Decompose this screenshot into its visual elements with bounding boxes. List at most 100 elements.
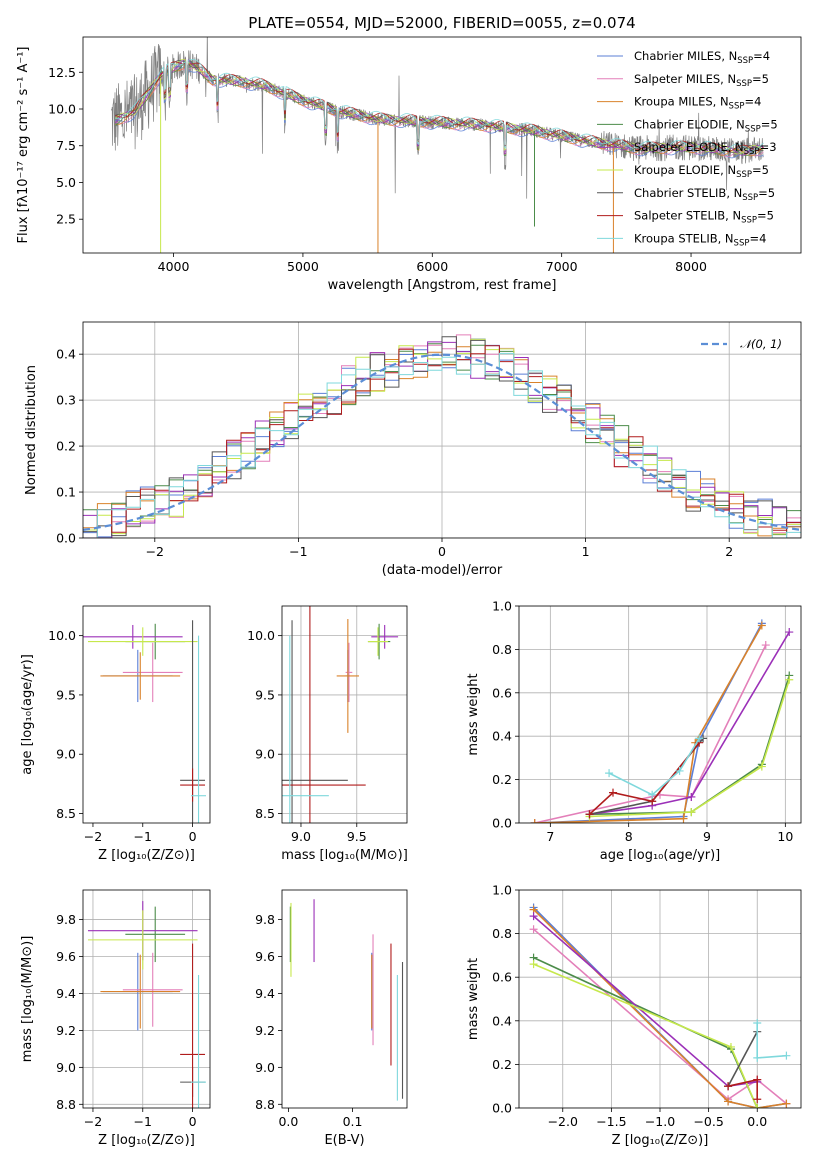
marker-kroupa-stelib: [753, 1018, 762, 1027]
x-axis-label: mass [log₁₀(M/M⊙)]: [281, 848, 408, 863]
legend-entry-name: Kroupa STELIB, N: [634, 231, 734, 245]
y-tick-label: 0.1: [56, 485, 76, 500]
panel-4: 9.0 9.5 8.5 9.0 9.5 10.0 mass [log₁₀(M/M⊙)]: [247, 605, 408, 863]
marker-kroupa-stelib: [695, 734, 704, 743]
legend-entry-name: Kroupa MILES, N: [634, 95, 729, 109]
x-tick-label: 0.0: [747, 1114, 767, 1129]
marker-salpeter-stelib: [609, 788, 617, 797]
legend-entry-count: =5: [752, 163, 769, 177]
y-tick-label: 0.4: [56, 347, 76, 362]
legend-entry-salpeter-elodie: Salpeter ELODIE, NSSP=3: [634, 140, 777, 157]
y-tick-label: 2.5: [56, 212, 76, 227]
y-tick-label: 1.0: [492, 883, 512, 898]
legend-entry-name: Salpeter MILES, N: [634, 72, 736, 86]
marker-salpeter-stelib: [753, 1095, 762, 1104]
y-tick-label: 10.0: [247, 628, 275, 643]
x-tick-label: 9: [703, 829, 711, 844]
y-tick-label: 9.8: [255, 912, 275, 927]
legend-entry-name: Chabrier MILES, N: [634, 49, 737, 63]
series-salpeter-stelib: [588, 742, 700, 815]
legend-entry-subscript: SSP: [737, 56, 753, 66]
series-salpeter-miles: [534, 644, 767, 823]
histogram-chabrier-stelib: [83, 336, 801, 538]
axes-frame: [82, 321, 802, 539]
y-tick-label: 8.5: [255, 806, 275, 821]
legend-entry-name: Chabrier STELIB, N: [634, 186, 742, 200]
legend-entry-subscript: SSP: [734, 238, 750, 248]
legend-entry-kroupa-miles: Kroupa MILES, NSSP=4: [634, 95, 761, 112]
marker-kroupa-elodie: [785, 675, 794, 684]
y-tick-label: 0.2: [492, 772, 512, 787]
legend-entry-count: =5: [757, 209, 774, 223]
model-spectrum-salpeter-stelib: [115, 61, 764, 152]
series-kroupa-elodie: [533, 963, 758, 1108]
series-salpeter-miles: [533, 928, 787, 1105]
y-tick-label: 0.6: [492, 970, 512, 985]
model-spectrum-kroupa-stelib: [115, 59, 764, 151]
axes-frame: [281, 605, 408, 824]
x-tick-label: 8: [625, 829, 633, 844]
x-tick-label: 0: [189, 829, 197, 844]
y-tick-label: 8.5: [56, 806, 76, 821]
chart-title: PLATE=0554, MJD=52000, FIBERID=0055, z=0…: [248, 14, 635, 32]
y-tick-label: 9.0: [255, 1060, 275, 1075]
y-tick-label: 0.6: [492, 685, 512, 700]
y-tick-label: 8.8: [255, 1097, 275, 1112]
marker-salpeter-elodie: [785, 628, 794, 637]
y-tick-label: 9.5: [56, 687, 76, 702]
x-tick-label: −1.0: [645, 1114, 675, 1129]
y-axis-label: mass [log₁₀(M/M⊙)]: [20, 936, 35, 1063]
marker-salpeter-stelib: [585, 810, 594, 819]
x-tick-label: 0.1: [343, 1114, 363, 1129]
legend-entry-salpeter-miles: Salpeter MILES, NSSP=5: [634, 72, 769, 89]
y-axis-label: Normed distribution: [24, 365, 39, 495]
legend-entry-count: =5: [752, 72, 769, 86]
legend-entry-subscript: SSP: [745, 124, 761, 134]
plot-area: [519, 606, 801, 823]
x-tick-label: 9.0: [291, 829, 311, 844]
x-tick-label: −1.5: [596, 1114, 626, 1129]
legend-entry-subscript: SSP: [741, 216, 757, 226]
x-tick-label: −2: [84, 829, 102, 844]
legend-entry-count: =3: [760, 140, 777, 154]
y-tick-label: 9.2: [56, 1023, 76, 1038]
marker-kroupa-miles: [757, 621, 766, 630]
marker-kroupa-stelib: [675, 766, 684, 775]
x-tick-label: 9.5: [347, 829, 367, 844]
x-axis-label: Z [log₁₀(Z/Z⊙)]: [612, 1133, 709, 1148]
legend-entry-count: =5: [761, 117, 778, 131]
series-kroupa-miles: [534, 625, 763, 823]
x-axis-label: age [log₁₀(age/yr)]: [600, 848, 721, 863]
legend-entry-subscript: SSP: [742, 193, 758, 203]
legend-entry-name: Salpeter STELIB, N: [634, 209, 741, 223]
marker-salpeter-elodie: [687, 792, 696, 801]
y-tick-label: 9.6: [56, 949, 76, 964]
y-tick-label: 9.4: [255, 986, 275, 1001]
legend-entry-name: Salpeter ELODIE, N: [634, 140, 744, 154]
plot-area: [111, 37, 764, 253]
histogram-kroupa-stelib: [83, 352, 801, 538]
marker-salpeter-stelib: [753, 1075, 762, 1084]
y-tick-label: 0.0: [492, 816, 512, 831]
marker-kroupa-miles: [782, 1099, 791, 1108]
y-tick-label: 9.0: [255, 747, 275, 762]
y-tick-label: 9.0: [56, 747, 76, 762]
y-tick-label: 9.4: [56, 986, 76, 1001]
y-tick-label: 9.2: [255, 1023, 275, 1038]
y-tick-label: 0.2: [492, 1057, 512, 1072]
plot-area: [83, 890, 210, 1108]
axes-frame: [518, 889, 802, 1109]
y-tick-label: 0.8: [492, 926, 512, 941]
marker-kroupa-elodie: [753, 1104, 762, 1108]
x-tick-label: −2: [146, 544, 164, 559]
panel-2: −2 −1 0 1 2 0.0 0.1 0.2 0.3 0.4 (data-model)/error…: [24, 321, 802, 578]
marker-kroupa-miles: [679, 814, 688, 823]
x-tick-label: 2: [725, 544, 733, 559]
marker-salpeter-miles: [529, 925, 538, 934]
y-axis-label: mass weight: [466, 673, 481, 755]
legend-entry-kroupa-stelib: Kroupa STELIB, NSSP=4: [634, 231, 766, 248]
legend-entry-count: =4: [744, 95, 761, 109]
y-tick-label: 0.4: [492, 1013, 512, 1028]
legend-entry-subscript: SSP: [736, 79, 752, 89]
plot-area: [282, 606, 407, 823]
